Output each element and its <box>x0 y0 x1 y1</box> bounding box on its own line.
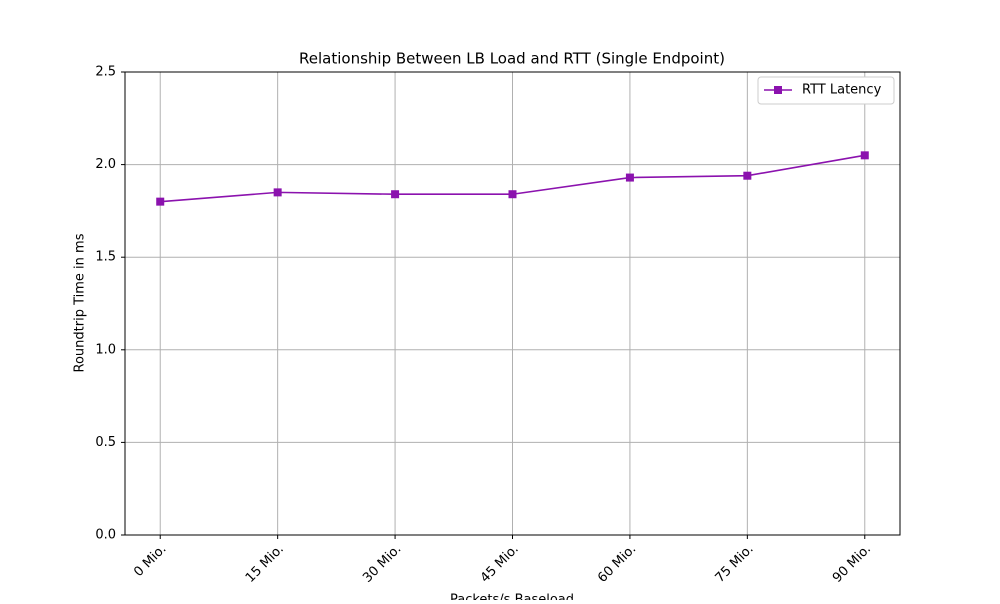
data-point <box>273 188 282 197</box>
y-tick-label: 2.5 <box>95 65 116 80</box>
plot-frame <box>124 71 901 536</box>
y-tick-label: 1.5 <box>95 250 116 265</box>
y-tick-label: 1.0 <box>95 342 116 357</box>
data-point <box>860 151 869 160</box>
y-tick-label: 0.5 <box>95 435 116 450</box>
chart-title: Relationship Between LB Load and RTT (Si… <box>299 50 725 68</box>
data-point <box>508 190 517 199</box>
data-point <box>625 173 634 182</box>
y-tick-label: 0.0 <box>95 528 116 543</box>
data-point <box>156 197 165 206</box>
legend-label: RTT Latency <box>802 83 882 98</box>
x-axis-label: Packets/s Baseload <box>450 593 574 601</box>
y-axis-label: Roundtrip Time in ms <box>73 233 88 372</box>
y-tick-label: 2.0 <box>95 157 116 172</box>
legend-box <box>757 76 895 105</box>
data-point <box>743 171 752 180</box>
data-point <box>391 190 400 199</box>
legend-marker <box>774 86 782 94</box>
